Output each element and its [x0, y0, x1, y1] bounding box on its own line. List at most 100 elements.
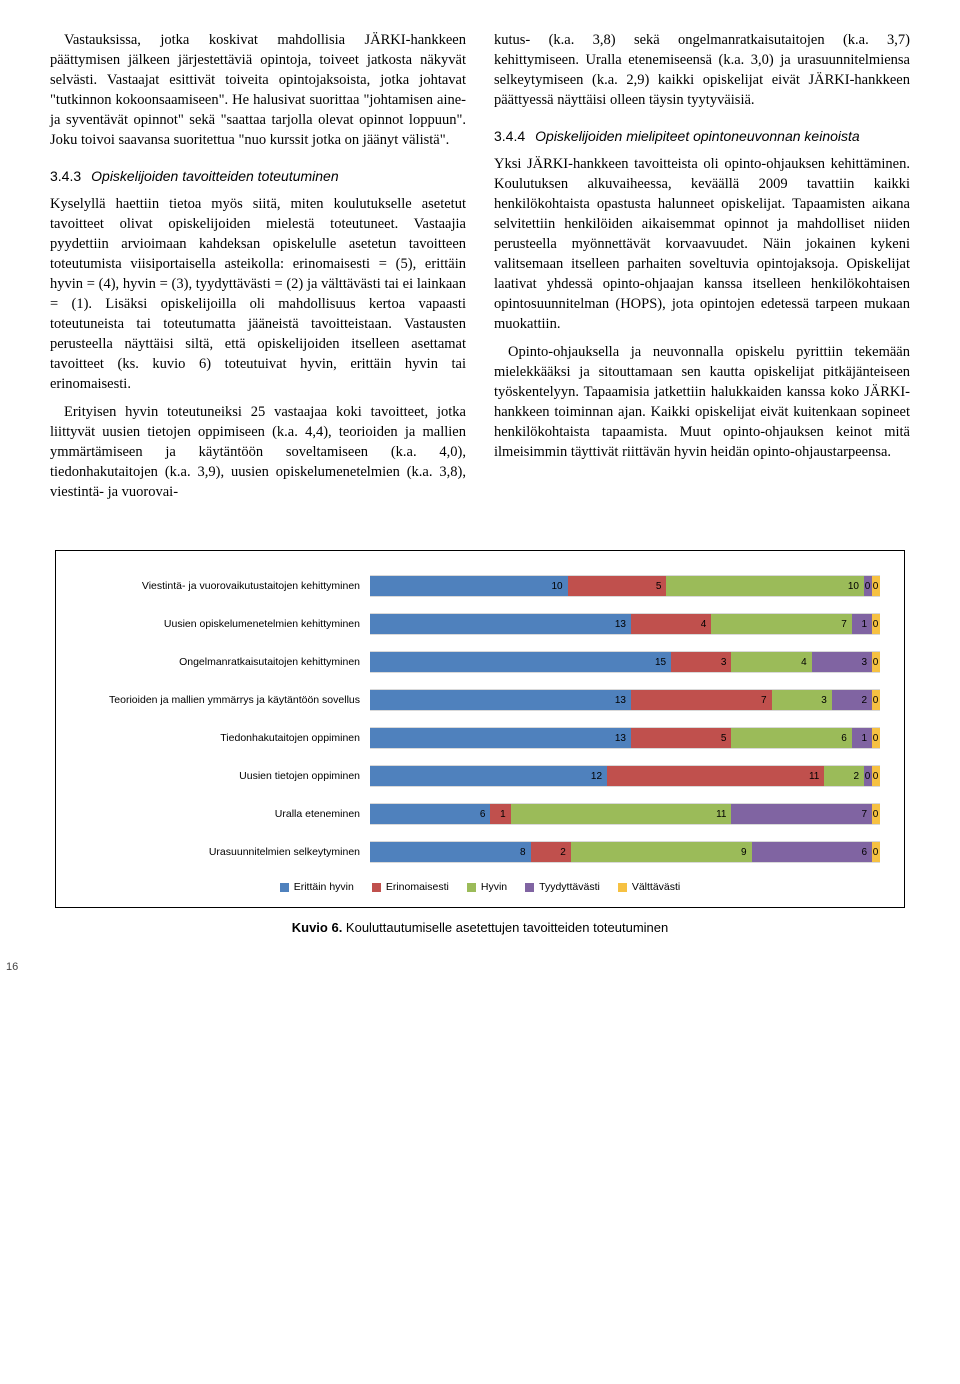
chart-bar: 153430 — [370, 651, 880, 673]
section-heading: 3.4.4 Opiskelijoiden mielipiteet opinton… — [494, 128, 910, 144]
legend-label: Tyydyttävästi — [539, 881, 600, 893]
bar-segment: 8 — [370, 842, 531, 862]
bar-segment: 3 — [812, 652, 872, 672]
legend-label: Erinomaisesti — [386, 881, 449, 893]
bar-segment: 0 — [872, 842, 880, 862]
legend-label: Hyvin — [481, 881, 507, 893]
chart-bar: 134710 — [370, 613, 880, 635]
bar-segment: 13 — [370, 690, 631, 710]
bar-segment: 10 — [666, 576, 864, 596]
bar-segment: 13 — [370, 614, 631, 634]
bar-segment: 3 — [671, 652, 731, 672]
legend-swatch — [618, 883, 627, 892]
bar-segment: 15 — [370, 652, 671, 672]
bar-segment: 0 — [872, 614, 880, 634]
bar-segment: 0 — [864, 766, 872, 786]
right-column: kutus- (k.a. 3,8) sekä ongelmanratkaisut… — [494, 30, 910, 510]
bar-segment: 0 — [872, 728, 880, 748]
bar-segment: 7 — [711, 614, 852, 634]
figure-caption: Kuvio 6. Kouluttautumiselle asetettujen … — [50, 920, 910, 935]
chart-row: Uusien opiskelumenetelmien kehittyminen1… — [80, 613, 880, 635]
bar-segment: 0 — [872, 576, 880, 596]
section-title: Opiskelijoiden tavoitteiden toteutuminen — [91, 168, 339, 184]
chart-row-label: Uralla eteneminen — [80, 808, 370, 820]
legend-item: Hyvin — [467, 881, 507, 893]
bar-segment: 6 — [370, 804, 490, 824]
chart-row: Uralla eteneminen611170 — [80, 803, 880, 825]
bar-segment: 2 — [824, 766, 864, 786]
bar-segment: 11 — [607, 766, 824, 786]
chart-row-label: Tiedonhakutaitojen oppiminen — [80, 732, 370, 744]
paragraph: Kyselyllä haettiin tietoa myös siitä, mi… — [50, 194, 466, 394]
section-heading: 3.4.3 Opiskelijoiden tavoitteiden toteut… — [50, 168, 466, 184]
bar-segment: 11 — [511, 804, 732, 824]
legend-item: Erinomaisesti — [372, 881, 449, 893]
section-title: Opiskelijoiden mielipiteet opintoneuvonn… — [535, 128, 860, 144]
paragraph: Opinto-ohjauksella ja neuvonnalla opiske… — [494, 342, 910, 462]
legend-label: Erittäin hyvin — [294, 881, 354, 893]
bar-segment: 0 — [864, 576, 872, 596]
chart-bar: 135610 — [370, 727, 880, 749]
bar-segment: 2 — [832, 690, 872, 710]
bar-segment: 4 — [731, 652, 811, 672]
bar-segment: 10 — [370, 576, 568, 596]
bar-segment: 1 — [490, 804, 510, 824]
chart-row: Urasuunnitelmien selkeytyminen82960 — [80, 841, 880, 863]
chart-row-label: Uusien tietojen oppiminen — [80, 770, 370, 782]
chart-bar: 137320 — [370, 689, 880, 711]
chart-row-label: Viestintä- ja vuorovaikutustaitojen kehi… — [80, 580, 370, 592]
page: Vastauksissa, jotka koskivat mahdollisia… — [0, 0, 960, 955]
chart-bar: 611170 — [370, 803, 880, 825]
chart-bar: 1051000 — [370, 575, 880, 597]
bar-segment: 0 — [872, 690, 880, 710]
chart-row: Ongelmanratkaisutaitojen kehittyminen153… — [80, 651, 880, 673]
bar-segment: 5 — [631, 728, 731, 748]
chart-row-label: Teorioiden ja mallien ymmärrys ja käytän… — [80, 694, 370, 706]
bar-segment: 6 — [752, 842, 872, 862]
bar-segment: 13 — [370, 728, 631, 748]
chart-bar: 82960 — [370, 841, 880, 863]
chart-row: Uusien tietojen oppiminen1211200 — [80, 765, 880, 787]
chart-bar: 1211200 — [370, 765, 880, 787]
legend-item: Tyydyttävästi — [525, 881, 600, 893]
chart-legend: Erittäin hyvin Erinomaisesti Hyvin Tyydyttä… — [80, 881, 880, 893]
bar-segment: 6 — [731, 728, 851, 748]
bar-segment: 7 — [631, 690, 772, 710]
chart-row: Viestintä- ja vuorovaikutustaitojen kehi… — [80, 575, 880, 597]
paragraph: Vastauksissa, jotka koskivat mahdollisia… — [50, 30, 466, 150]
bar-segment: 1 — [852, 614, 872, 634]
bar-segment: 2 — [531, 842, 571, 862]
left-column: Vastauksissa, jotka koskivat mahdollisia… — [50, 30, 466, 510]
stacked-bar-chart: Viestintä- ja vuorovaikutustaitojen kehi… — [80, 575, 880, 863]
caption-text: Kouluttautumiselle asetettujen tavoittei… — [342, 920, 668, 935]
caption-label: Kuvio 6. — [292, 920, 343, 935]
bar-segment: 3 — [772, 690, 832, 710]
legend-swatch — [467, 883, 476, 892]
text-columns: Vastauksissa, jotka koskivat mahdollisia… — [50, 30, 910, 510]
legend-swatch — [525, 883, 534, 892]
paragraph: kutus- (k.a. 3,8) sekä ongelmanratkaisut… — [494, 30, 910, 110]
chart-row-label: Urasuunnitelmien selkeytyminen — [80, 846, 370, 858]
chart-row-label: Uusien opiskelumenetelmien kehittyminen — [80, 618, 370, 630]
section-number: 3.4.4 — [494, 128, 525, 144]
bar-segment: 0 — [872, 804, 880, 824]
paragraph: Yksi JÄRKI-hankkeen tavoitteista oli opi… — [494, 154, 910, 334]
bar-segment: 5 — [568, 576, 667, 596]
bar-segment: 0 — [872, 766, 880, 786]
chart-row: Teorioiden ja mallien ymmärrys ja käytän… — [80, 689, 880, 711]
chart-row: Tiedonhakutaitojen oppiminen135610 — [80, 727, 880, 749]
legend-label: Välttävästi — [632, 881, 680, 893]
section-number: 3.4.3 — [50, 168, 81, 184]
paragraph: Erityisen hyvin toteutuneiksi 25 vastaaj… — [50, 402, 466, 502]
chart-container: Viestintä- ja vuorovaikutustaitojen kehi… — [55, 550, 905, 908]
page-number: 16 — [6, 961, 960, 973]
bar-segment: 4 — [631, 614, 711, 634]
bar-segment: 0 — [872, 652, 880, 672]
bar-segment: 12 — [370, 766, 607, 786]
legend-item: Erittäin hyvin — [280, 881, 354, 893]
legend-swatch — [280, 883, 289, 892]
chart-row-label: Ongelmanratkaisutaitojen kehittyminen — [80, 656, 370, 668]
bar-segment: 7 — [731, 804, 872, 824]
bar-segment: 1 — [852, 728, 872, 748]
legend-item: Välttävästi — [618, 881, 680, 893]
